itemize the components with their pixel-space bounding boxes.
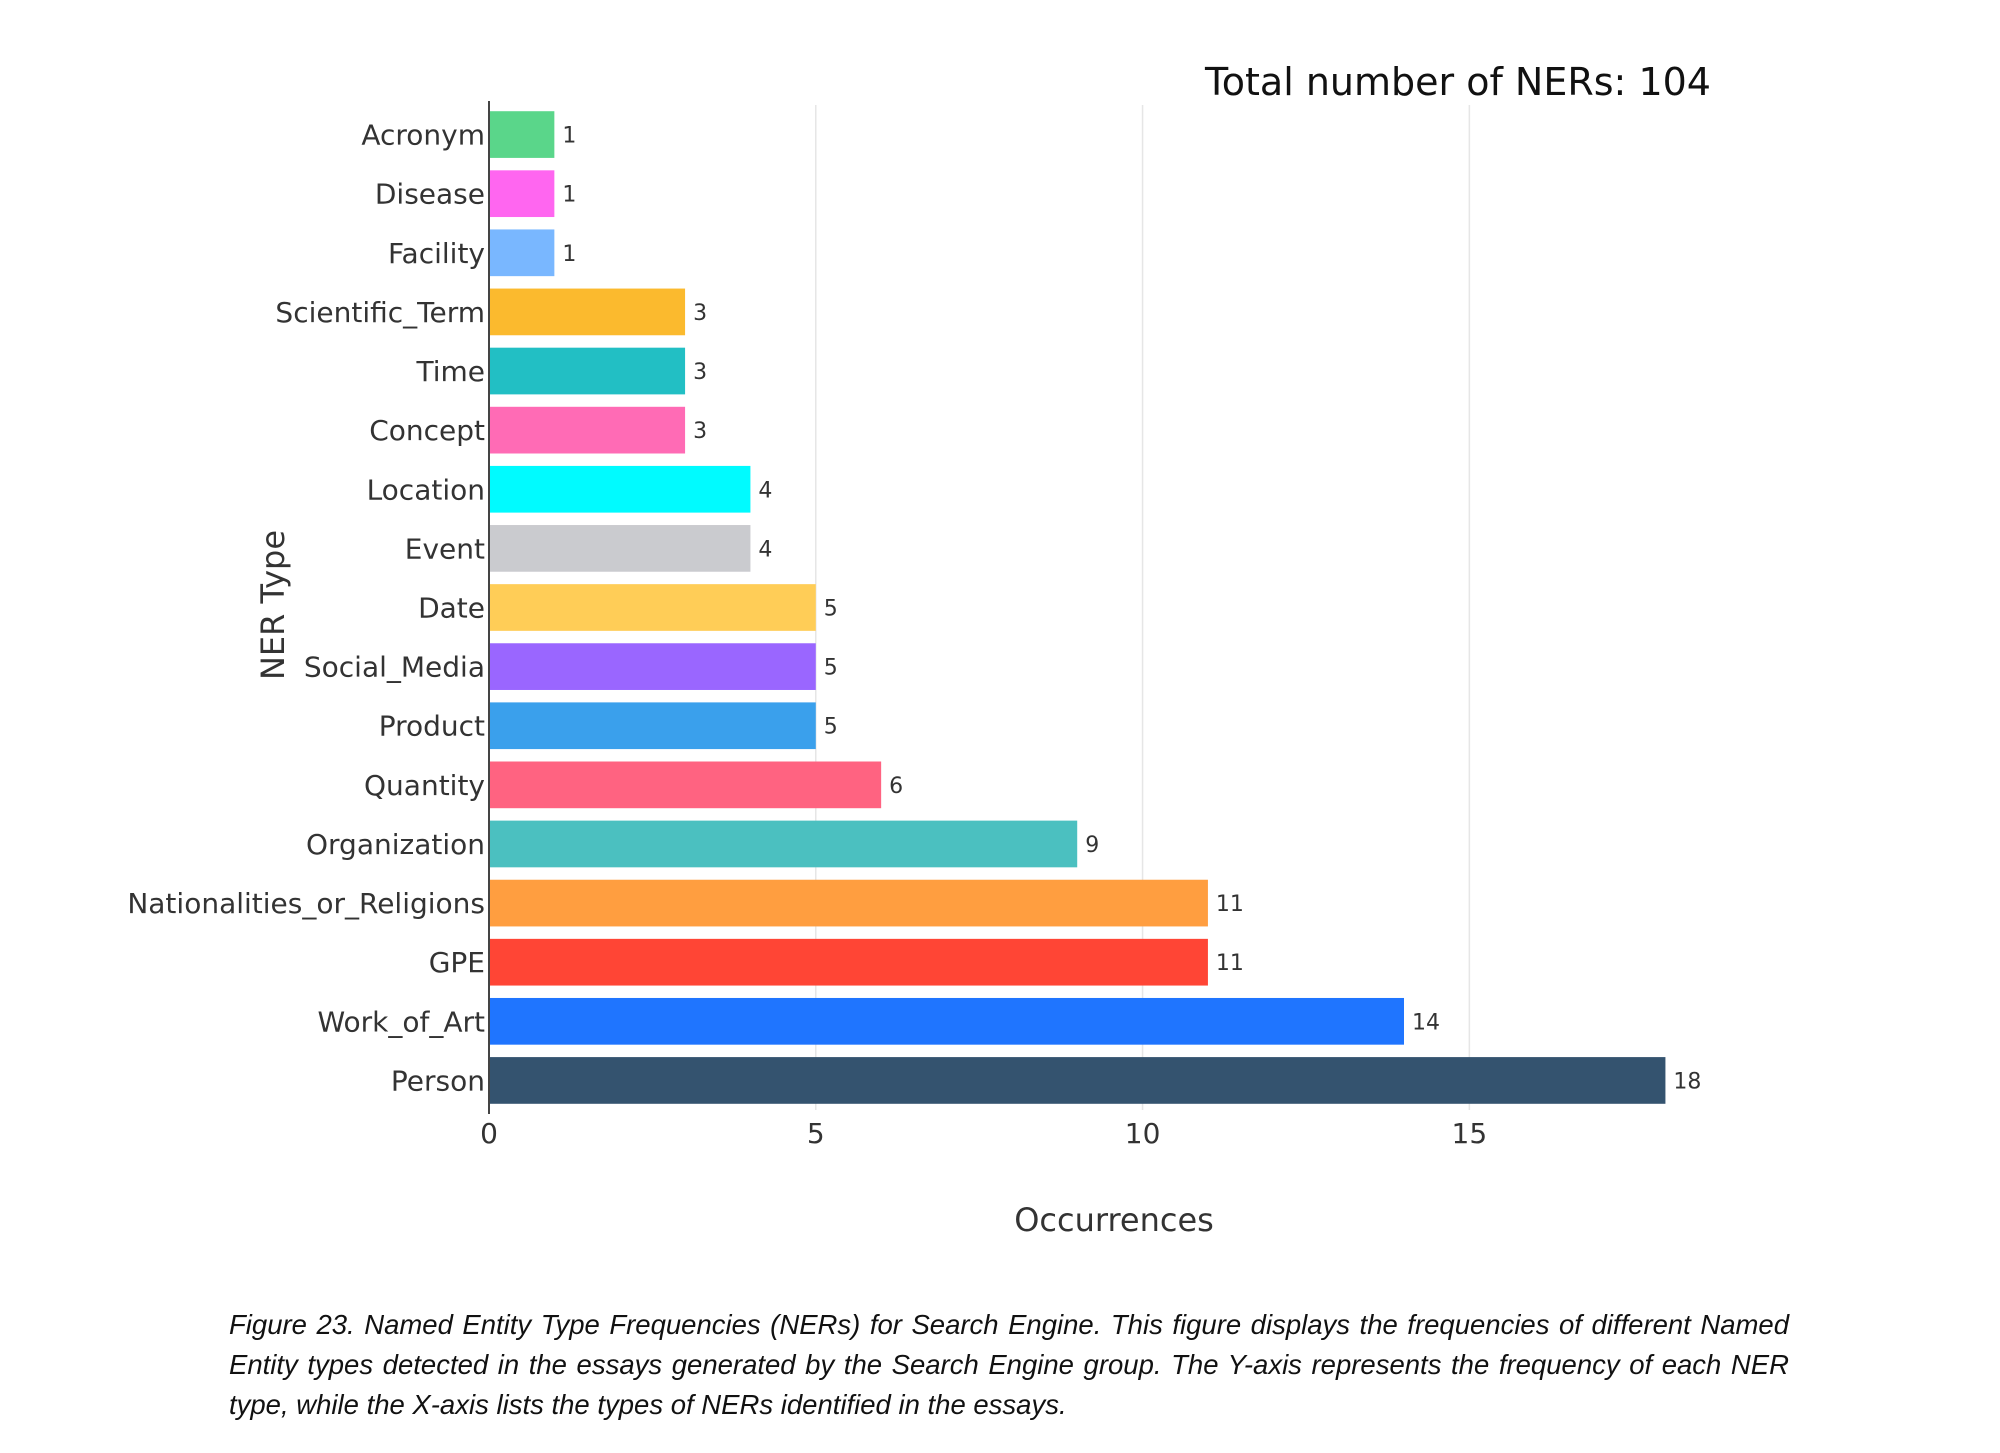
y-tick-date: Date	[418, 592, 485, 625]
data-label-disease: 1	[562, 183, 576, 208]
y-tick-scientific-term: Scientific_Term	[275, 296, 485, 329]
y-tick-disease: Disease	[375, 178, 485, 211]
y-tick-work-of-art: Work_of_Art	[317, 1005, 485, 1038]
data-label-time: 3	[693, 360, 707, 385]
data-label-scientific-term: 3	[693, 301, 707, 326]
bars	[489, 111, 1666, 1104]
y-tick-gpe: GPE	[429, 946, 485, 979]
y-tick-facility: Facility	[388, 237, 485, 270]
y-tick-organization: Organization	[306, 828, 485, 861]
x-tick-10: 10	[1125, 1117, 1161, 1150]
data-label-person: 18	[1673, 1069, 1701, 1094]
data-label-concept: 3	[693, 419, 707, 444]
y-tick-person: Person	[391, 1064, 485, 1097]
y-tick-time: Time	[415, 355, 485, 388]
bar-facility	[489, 229, 555, 277]
y-tick-location: Location	[367, 473, 485, 506]
data-label-facility: 1	[562, 242, 576, 267]
data-label-nationalities-or-religions: 11	[1216, 892, 1244, 917]
bar-concept	[489, 406, 686, 454]
data-label-acronym: 1	[562, 124, 576, 149]
bar-work-of-art	[489, 997, 1404, 1045]
bar-person	[489, 1057, 1666, 1104]
bar-product	[489, 702, 816, 750]
y-tick-labels: Acronym Disease Facility Scientific_Term Tim…	[127, 119, 485, 1098]
y-tick-quantity: Quantity	[364, 769, 485, 802]
x-tick-labels: 0 5 10 15	[480, 1117, 1487, 1150]
bar-scientific-term	[489, 288, 686, 336]
bar-time	[489, 347, 686, 395]
bar-social-media	[489, 643, 816, 690]
y-tick-acronym: Acronym	[361, 119, 485, 152]
bar-disease	[489, 170, 555, 218]
bar-nationalities-or-religions	[489, 879, 1208, 927]
data-label-quantity: 6	[889, 774, 903, 799]
x-tick-5: 5	[807, 1117, 825, 1150]
bar-date	[489, 584, 816, 631]
bar-gpe	[489, 938, 1208, 986]
chart-title: Total number of NERs: 104	[1204, 60, 1711, 104]
bar-location	[489, 465, 751, 513]
x-axis-title: Occurrences	[1014, 1201, 1214, 1239]
data-label-social-media: 5	[824, 656, 838, 681]
data-label-organization: 9	[1085, 833, 1099, 858]
y-axis-title: NER Type	[254, 530, 292, 680]
data-label-event: 4	[758, 537, 772, 562]
x-tick-0: 0	[480, 1117, 498, 1150]
y-tick-nationalities-or-religions: Nationalities_or_Religions	[127, 887, 485, 920]
data-label-work-of-art: 14	[1412, 1010, 1440, 1035]
y-tick-social-media: Social_Media	[304, 651, 485, 684]
data-label-gpe: 11	[1216, 951, 1244, 976]
bar-acronym	[489, 111, 555, 158]
data-label-date: 5	[824, 597, 838, 622]
data-label-product: 5	[824, 715, 838, 740]
bar-organization	[489, 820, 1078, 868]
x-tick-15: 15	[1452, 1117, 1488, 1150]
figure-caption: Figure 23. Named Entity Type Frequencies…	[229, 1309, 1789, 1420]
bar-event	[489, 525, 751, 572]
y-tick-concept: Concept	[369, 414, 485, 447]
y-tick-product: Product	[379, 710, 485, 743]
data-label-location: 4	[758, 478, 772, 503]
y-tick-event: Event	[405, 532, 485, 565]
bar-quantity	[489, 761, 882, 809]
